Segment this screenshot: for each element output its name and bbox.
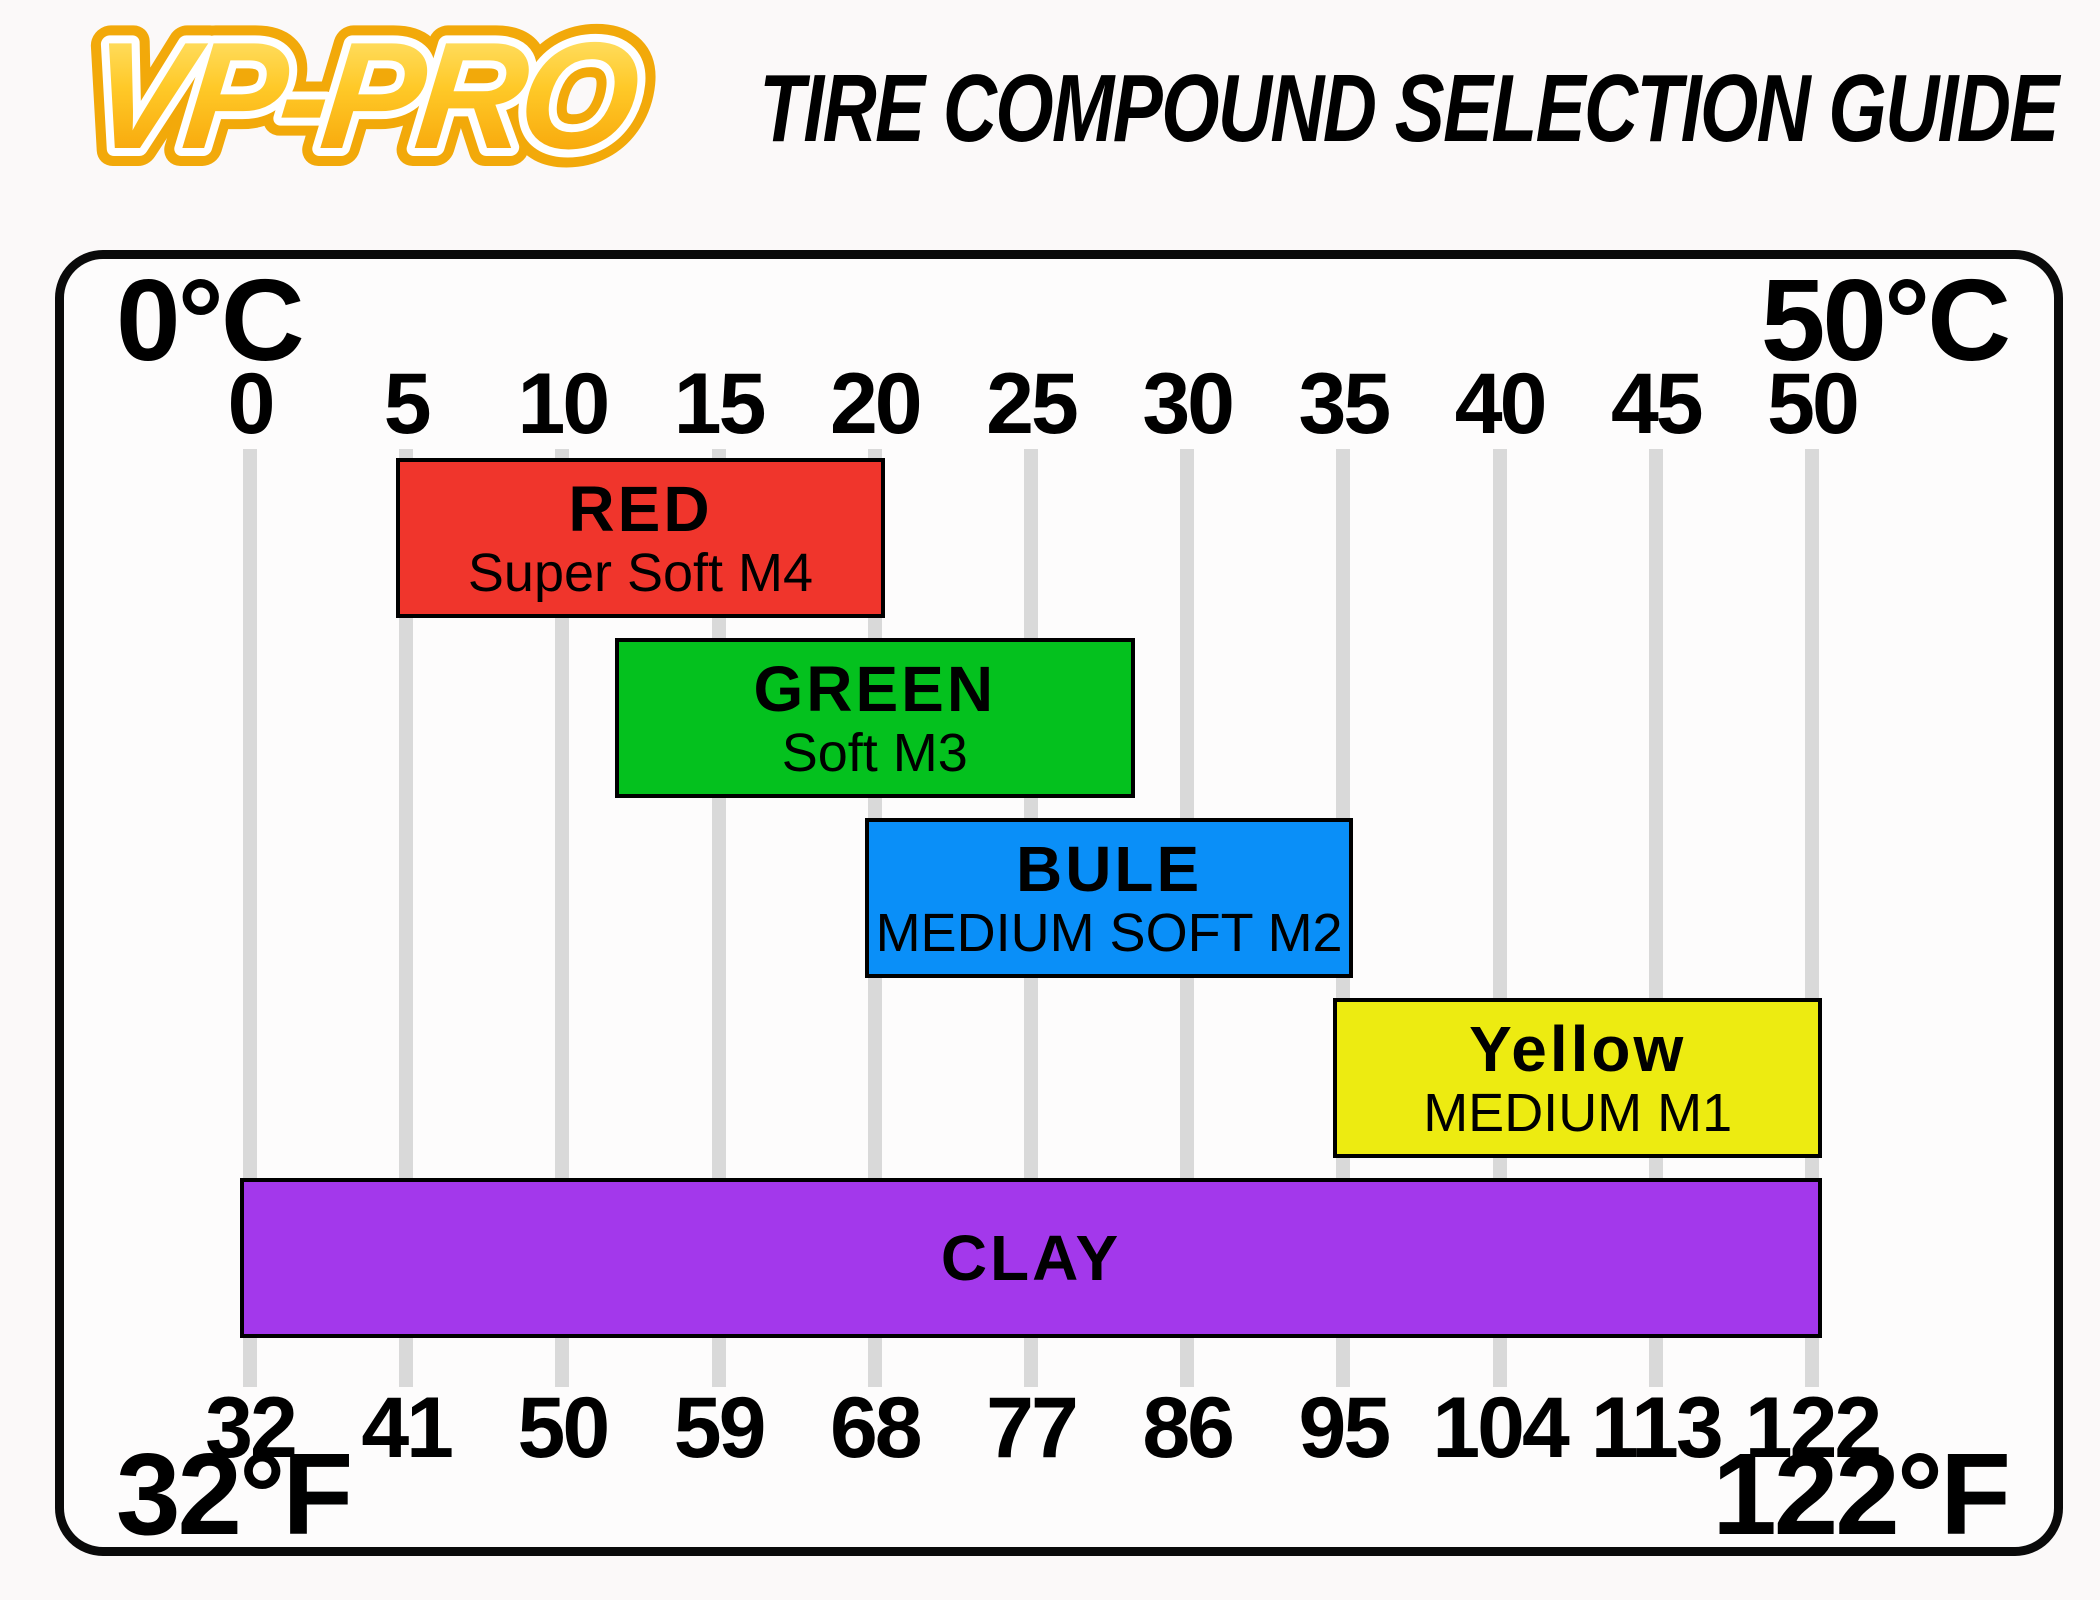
celsius-tick-label: 50 [1767, 356, 1860, 452]
gridline [399, 449, 414, 1387]
fahrenheit-tick-label: 50 [517, 1380, 611, 1476]
celsius-tick-label: 0 [227, 356, 276, 452]
celsius-max-label: 50°C [1760, 255, 2011, 385]
logo-text-inline: VP-PRO [82, 11, 646, 181]
fahrenheit-tick-label: 113 [1590, 1380, 1724, 1476]
compound-band-yellow: Yellow MEDIUM M1 [1333, 998, 1822, 1158]
compound-name: GREEN [753, 653, 997, 726]
celsius-tick-label: 20 [829, 356, 923, 452]
compound-name: Yellow [1469, 1013, 1687, 1086]
compound-name: RED [568, 473, 713, 546]
compound-band-green: GREEN Soft M3 [614, 638, 1135, 798]
logo-text-fill: VP-PRO [82, 11, 646, 181]
celsius-tick-label: 25 [986, 356, 1079, 452]
celsius-tick-label: 45 [1610, 356, 1704, 452]
fahrenheit-tick-label: 86 [1142, 1380, 1235, 1476]
celsius-min-label: 0°C [116, 255, 305, 385]
compound-description: MEDIUM SOFT M2 [875, 902, 1343, 963]
compound-band-clay: CLAY [240, 1178, 1822, 1338]
fahrenheit-tick-label: 68 [829, 1380, 923, 1476]
vp-pro-logo: VP-PRO VP-PRO VP-PRO [64, 8, 664, 193]
fahrenheit-min-label: 32°F [116, 1429, 353, 1559]
fahrenheit-tick-label: 32 [205, 1380, 298, 1476]
chart-frame: 0°C 50°C 32°F 122°F 0 32 5 41 10 50 15 59 20 68 25… [55, 250, 2063, 1559]
fahrenheit-tick-label: 77 [986, 1380, 1079, 1476]
gridline [555, 449, 570, 1387]
celsius-tick-label: 15 [673, 356, 767, 452]
page-title: TIRE COMPOUND SELECTION GUIDE [759, 55, 2059, 162]
celsius-tick-label: 30 [1142, 356, 1235, 452]
fahrenheit-tick-label: 122 [1744, 1380, 1883, 1476]
compound-description: MEDIUM M1 [1423, 1082, 1733, 1143]
gridline [243, 449, 257, 1387]
temperature-scale: 0 32 5 41 10 50 15 59 20 68 25 77 30 86 35 95 40 104 45 113… [205, 259, 1882, 1529]
compound-name: CLAY [940, 1221, 1122, 1294]
compound-band-red: RED Super Soft M4 [396, 458, 885, 618]
fahrenheit-tick-label: 59 [673, 1380, 767, 1476]
fahrenheit-tick-label: 104 [1432, 1380, 1570, 1476]
fahrenheit-tick-label: 95 [1298, 1380, 1392, 1476]
celsius-tick-label: 5 [383, 356, 432, 452]
celsius-tick-label: 35 [1298, 356, 1392, 452]
compound-band-bule: BULE MEDIUM SOFT M2 [864, 818, 1354, 978]
fahrenheit-tick-label: 41 [361, 1380, 454, 1476]
celsius-tick-label: 10 [517, 356, 611, 452]
celsius-tick-label: 40 [1454, 356, 1548, 452]
compound-description: Super Soft M4 [467, 542, 814, 603]
fahrenheit-max-label: 122°F [1712, 1429, 2011, 1559]
compound-description: Soft M3 [781, 722, 968, 783]
compound-name: BULE [1015, 833, 1203, 906]
logo-text-outline: VP-PRO [82, 11, 646, 181]
